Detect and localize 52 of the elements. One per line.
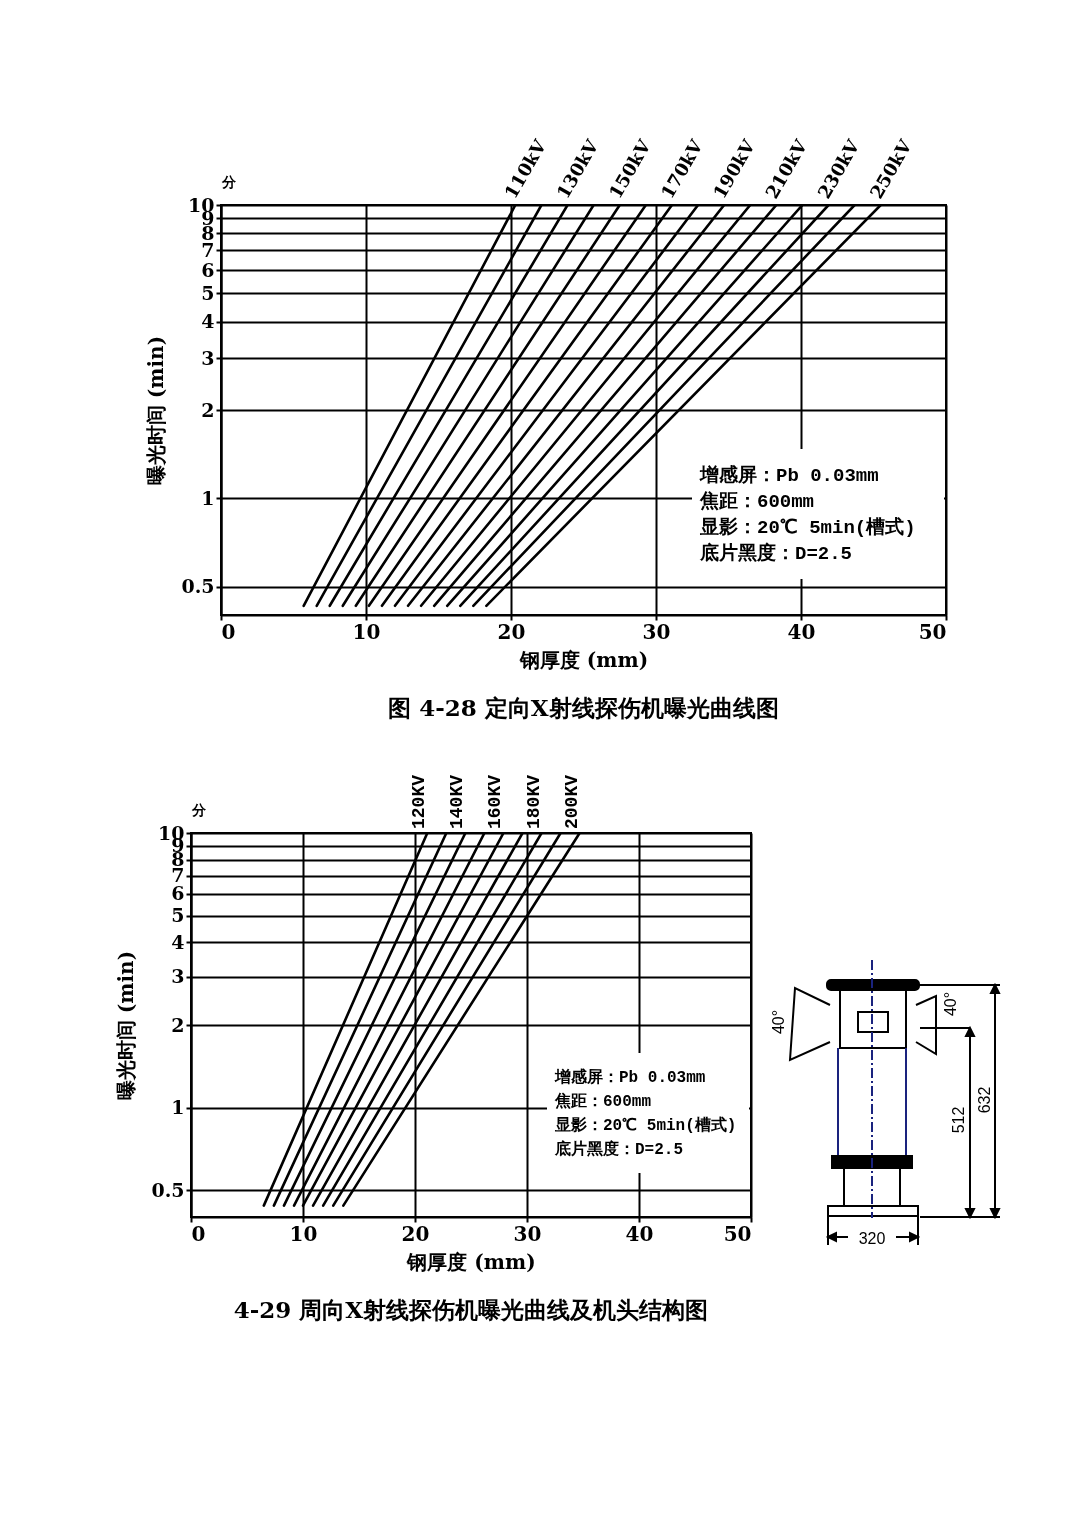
x-tick-label: 40 [625,1221,654,1246]
y-tick-label: 5 [171,904,185,927]
text: 4-29 周向X射线探伤机曝光曲线及机头结构图 [233,1296,709,1323]
annotation: 底片黑度：D=2.5 [699,542,853,565]
text: 200KV [561,774,582,829]
y-tick-label: 2 [201,398,215,421]
x-tick-label: 30 [513,1221,542,1246]
text: 320 [858,1230,886,1248]
y-tick-label: 1 [201,486,215,509]
x-tick-label: 50 [723,1221,752,1246]
annotation: 焦距：600mm [554,1092,652,1111]
annotation: 增感屏：Pb 0.03mm [699,464,879,487]
x-axis-title: 钢厚度 (mm) [406,1249,536,1274]
x-axis-title: 钢厚度 (mm) [518,647,649,672]
text: 180KV [523,774,544,829]
annotation: 显影：20℃ 5min(槽式) [554,1116,737,1135]
y-axis-title: 曝光时间 (min) [114,950,139,1101]
x-tick-label: 0 [221,619,236,644]
y-tick-label: 0.5 [151,1178,185,1201]
x-tick-label: 50 [918,619,947,644]
x-tick-label: 0 [191,1221,206,1246]
text: 512 [950,1106,968,1134]
x-tick-label: 10 [289,1221,318,1246]
y-tick-label: 6 [171,882,185,905]
annotation: 焦距：600mm [699,490,815,513]
x-tick-label: 10 [352,619,381,644]
y-tick-label: 0.5 [181,575,215,598]
x-tick-label: 30 [642,619,671,644]
y-tick-label: 2 [171,1013,185,1036]
text: 160KV [485,774,506,829]
annotation: 底片黑度：D=2.5 [554,1139,684,1159]
text: 40° [770,1009,788,1035]
y-tick-label: 3 [201,346,215,369]
y-tick-label: 4 [171,930,185,953]
text: 分 [191,802,207,818]
y-tick-label: 3 [171,965,185,988]
x-tick-label: 20 [497,619,526,644]
y-axis-title: 曝光时间 (min) [144,335,169,486]
y-tick-label: 6 [201,258,215,281]
text: 40° [942,991,960,1017]
annotation: 增感屏：Pb 0.03mm [554,1068,706,1087]
text: 140KV [447,774,468,829]
text: 图 4-28 定向X射线探伤机曝光曲线图 [388,694,779,721]
x-tick-label: 20 [401,1221,430,1246]
y-tick-label: 4 [201,310,215,333]
y-tick-label: 1 [171,1096,185,1119]
text: 632 [976,1086,994,1114]
text: 120KV [409,774,430,829]
x-tick-label: 40 [787,619,816,644]
y-tick-label: 5 [201,281,215,304]
text: 分 [221,174,237,190]
annotation: 显影：20℃ 5min(槽式) [699,516,916,539]
